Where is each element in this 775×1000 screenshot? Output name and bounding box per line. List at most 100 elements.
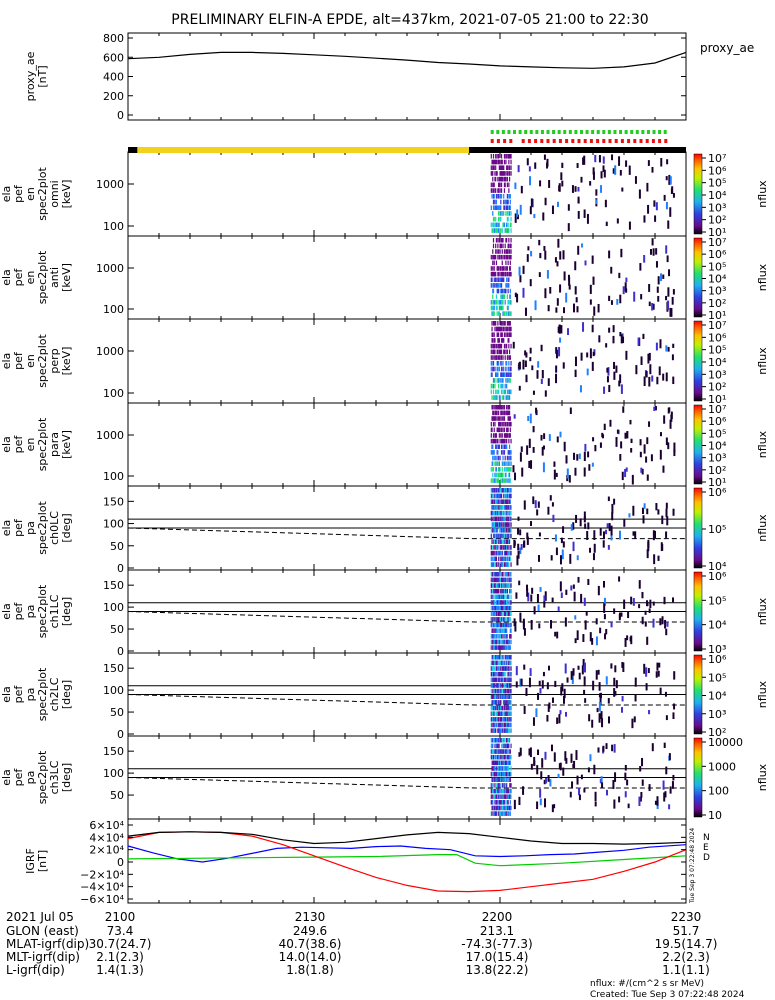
panel-perp-spec-cell — [648, 352, 651, 361]
panel-ch0LC-spec-cell — [501, 488, 503, 493]
zone-marker-red — [577, 139, 581, 143]
panel-ch3LC-spec-cell — [508, 754, 510, 760]
panel-perp-spec-cell — [508, 338, 510, 343]
panel-igrf-series-N — [127, 844, 687, 863]
panel-omni-cbar-tick-label: 10² — [708, 214, 726, 227]
panel-ch0LC-spec-cell — [523, 540, 526, 548]
panel-ch2LC-spec-cell — [539, 688, 542, 694]
panel-ch0LC-spec-cell — [490, 516, 492, 522]
panel-ch2LC-spec-cell — [505, 722, 507, 728]
panel-omni-spec-cell — [502, 165, 504, 170]
panel-ch2LC-spec-cell — [493, 722, 495, 728]
panel-perp-spec-cell — [506, 389, 509, 395]
panel-anti-spec-cell — [556, 261, 559, 267]
panel-ch2LC-spec-cell — [613, 688, 616, 697]
panel-proxy_ae-ylabel-1: [nT] — [36, 65, 49, 87]
panel-ch2LC-spec-cell — [508, 717, 510, 722]
panel-ch1LC-spec-cell — [501, 583, 503, 588]
panel-ch3LC-spec-cell — [502, 749, 504, 754]
panel-ch2LC-spec-cell — [492, 711, 495, 716]
panel-ch2LC-spec-cell — [491, 705, 493, 711]
panel-para-spec-cell — [530, 460, 533, 469]
panel-para-spec-cell — [500, 405, 503, 410]
panel-para-spec-cell — [498, 416, 500, 421]
panel-ch1LC-spec-cell — [497, 628, 499, 633]
panel-perp-spec-cell — [494, 349, 496, 355]
panel-ch0LC-spec-cell — [575, 514, 578, 523]
panel-ch1LC-spec-cell — [498, 588, 500, 594]
panel-ch3LC-spec-cell — [587, 767, 590, 773]
panel-omni-spec-cell — [504, 182, 506, 188]
panel-ch1LC-spec-cell — [502, 594, 504, 600]
panel-ch2LC-spec-cell — [508, 677, 511, 683]
panel-para-spec-cell — [509, 433, 511, 438]
panel-perp-spec-cell — [499, 326, 501, 332]
panel-anti-spec-cell — [490, 277, 492, 283]
panel-ch2LC-spec-cell — [508, 655, 511, 660]
panel-ch1LC-spec-cell — [492, 617, 494, 622]
panel-ch0LC-spec-cell — [503, 516, 505, 522]
panel-ch3LC-spec-cell — [507, 794, 509, 799]
panel-ch2LC-spec-cell — [500, 700, 502, 705]
panel-omni-spec-cell — [508, 154, 510, 159]
panel-ch1LC-spec-cell — [497, 617, 499, 622]
panel-ch1LC-spec-cell — [490, 572, 492, 577]
panel-ch3LC-spec-cell — [492, 754, 494, 760]
panel-ch3LC-spec-cell — [498, 805, 500, 811]
panel-ch3LC-spec-cell — [492, 743, 494, 749]
panel-ch1LC-spec-cell — [494, 611, 496, 617]
panel-ch3LC-spec-cell — [497, 766, 499, 771]
panel-ch1LC-spec-cell — [570, 585, 573, 591]
panel-ch2LC-spec-cell — [500, 711, 503, 716]
panel-perp-spec-cell — [497, 343, 499, 349]
panel-ch1LC-spec-cell — [504, 605, 506, 611]
panel-ch2LC-spec-cell — [621, 695, 624, 702]
panel-omni-ylabel-4: omni — [48, 180, 61, 207]
panel-ch3LC-spec-cell — [503, 777, 506, 783]
panel-para-spec-cell — [650, 454, 653, 462]
panel-omni-spec-cell — [500, 182, 503, 188]
panel-ch3LC-spec-cell — [614, 772, 617, 782]
panel-perp-spec-cell — [502, 372, 504, 377]
panel-ch1LC-spec-cell — [499, 628, 501, 633]
panel-ch3LC-spec-cell — [508, 760, 510, 766]
panel-ch2LC-spec-cell — [507, 705, 509, 711]
panel-omni-spec-cell — [561, 180, 564, 187]
panel-ch3LC-spec-cell — [510, 771, 512, 777]
panel-ch0LC-spec-cell — [493, 528, 495, 533]
panel-ch1LC-spec-cell — [497, 622, 499, 628]
panel-para-spec-cell — [496, 461, 498, 466]
panel-omni-spec-cell — [496, 222, 498, 228]
panel-ch2LC-spec-cell — [506, 655, 508, 660]
panel-perp-spec-cell — [508, 326, 510, 332]
panel-ch2LC-spec-cell — [492, 722, 495, 728]
panel-ch2LC-spec-cell — [502, 728, 504, 733]
panel-omni-spec-cell — [503, 165, 505, 170]
panel-ch2LC-spec-cell — [509, 722, 511, 728]
panel-ch1LC-spec-cell — [638, 580, 641, 589]
panel-anti-spec-cell — [492, 271, 495, 277]
panel-anti-spec-cell — [665, 295, 668, 301]
panel-ch1LC-spec-cell — [492, 634, 494, 639]
panel-ch2LC-spec-cell — [499, 705, 501, 711]
panel-ch1LC-spec-cell — [605, 628, 608, 635]
panel-ch1LC-spec-cell — [496, 611, 498, 617]
panel-para-spec-cell — [508, 461, 511, 466]
panel-ch0LC-spec-cell — [660, 542, 663, 552]
panel-ch2LC-spec-cell — [507, 688, 509, 694]
panel-ch2LC-spec-cell — [501, 694, 503, 700]
panel-perp-spec-cell — [500, 343, 502, 349]
panel-ch2LC-spec-cell — [523, 706, 526, 714]
panel-ch2LC-spec-cell — [500, 666, 502, 671]
panel-omni-spec-cell — [600, 171, 603, 179]
panel-para-ylabel-3: spec2plot — [36, 417, 49, 471]
panel-ch1LC-spec-cell — [500, 645, 502, 650]
panel-perp-spec-cell — [506, 343, 508, 349]
panel-ch3LC-spec-cell — [594, 801, 597, 807]
panel-anti-spec-cell — [500, 283, 502, 288]
panel-omni-spec-cell — [509, 222, 511, 228]
panel-para-frame — [127, 402, 687, 487]
panel-omni-colorbar — [693, 153, 703, 235]
panel-ch2LC-spec-cell — [503, 711, 505, 716]
panel-perp-spec-cell — [506, 332, 509, 337]
